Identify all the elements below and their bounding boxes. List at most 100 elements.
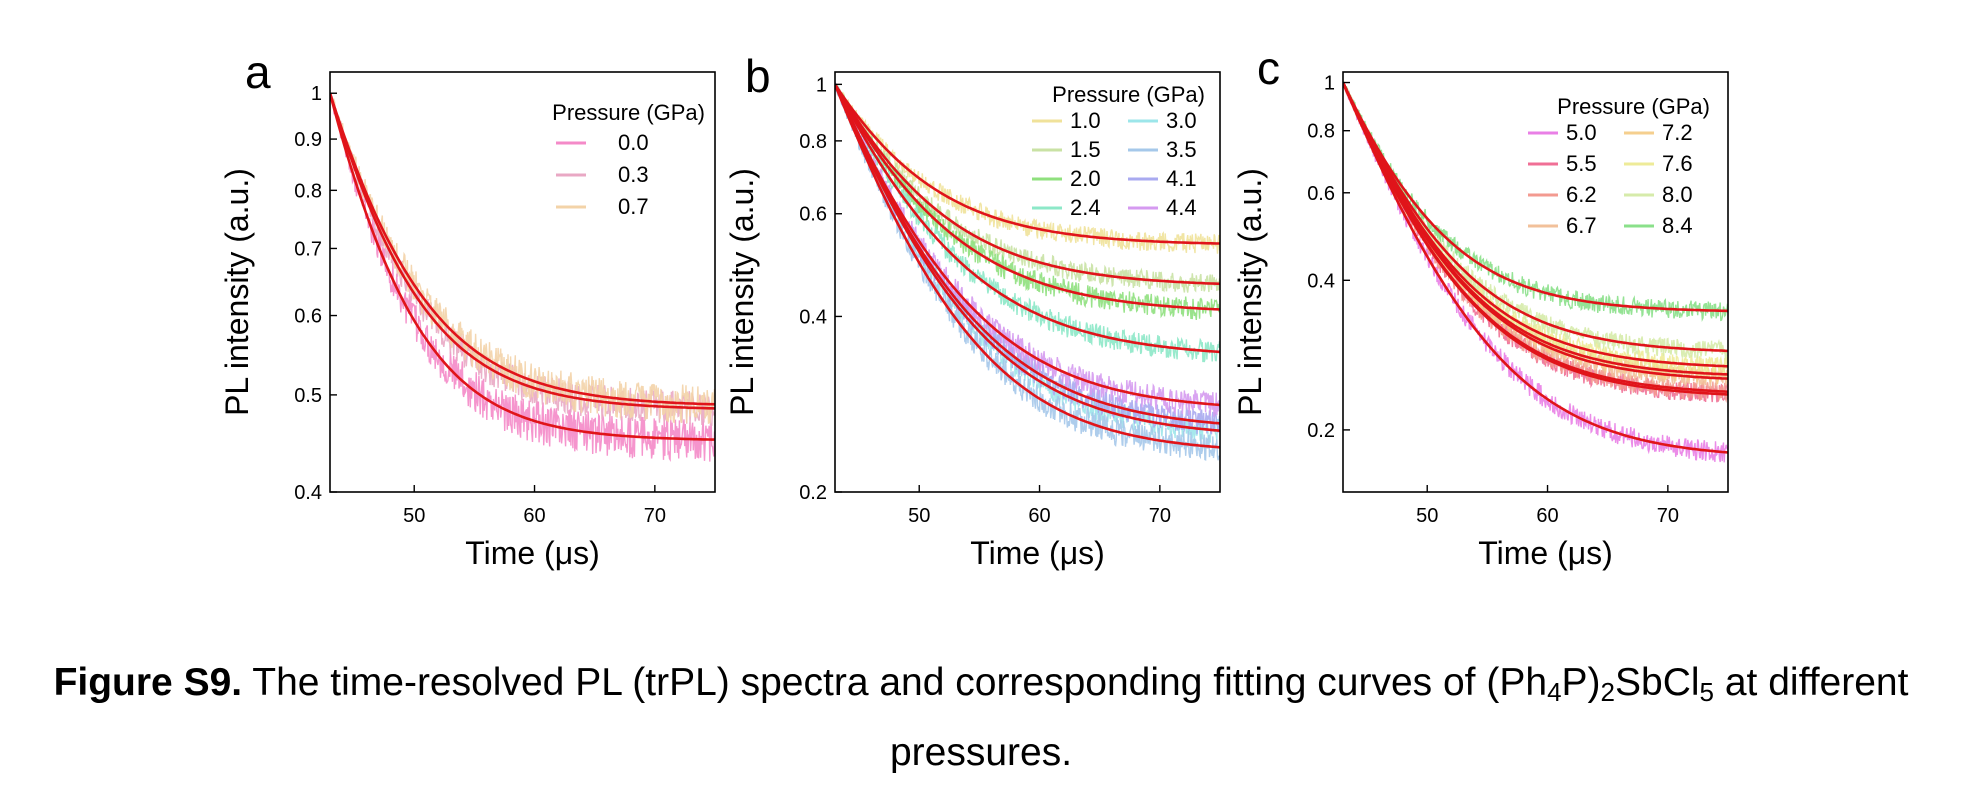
legend-entry-2.0: 2.0 (1070, 166, 1101, 191)
legend-entry-6.2: 6.2 (1566, 182, 1597, 207)
y-tick-label: 0.4 (294, 482, 322, 504)
legend-entry-3.5: 3.5 (1166, 137, 1197, 162)
legend-entry-7.6: 7.6 (1662, 151, 1693, 176)
x-tick-label: 70 (1657, 505, 1679, 527)
fit-curve-c-6.2 (1343, 81, 1728, 393)
caption-sub-1: 4 (1547, 677, 1562, 707)
fit-curve-b-1.5 (835, 83, 1220, 286)
caption-text-4: at different pressures. (889, 661, 1909, 774)
x-tick-label: 50 (908, 505, 930, 527)
legend-entry-0.3: 0.3 (618, 162, 649, 187)
x-tick-label: 60 (523, 505, 545, 527)
data-trace-b-1.5 (835, 84, 1220, 293)
panel-a: a 50 60 70 0.4 0.5 0.6 0.7 0.8 0.9 1 Time (μs) PL in… (219, 46, 716, 571)
legend-entry-8.4: 8.4 (1662, 213, 1693, 238)
x-tick-label: 50 (403, 505, 425, 527)
y-tick-label: 0.4 (799, 306, 827, 328)
fit-curve-b-3.0 (835, 83, 1220, 432)
fit-curve-c-8.4 (1343, 81, 1728, 313)
fit-curve-b-2.0 (835, 83, 1220, 311)
axes-frame-b (834, 71, 1221, 493)
y-tick-label: 0.2 (1307, 420, 1335, 442)
legend-entry-4.1: 4.1 (1166, 166, 1197, 191)
x-axis-label: Time (μs) (465, 535, 600, 571)
fit-curve-a-0.0 (330, 92, 715, 441)
panel-letter-b: b (745, 50, 771, 102)
y-tick-label: 1 (311, 83, 322, 105)
legend-entry-3.0: 3.0 (1166, 108, 1197, 133)
caption-sub-2: 2 (1600, 677, 1615, 707)
caption-text-3: SbCl (1615, 661, 1700, 704)
data-trace-a-0.7 (330, 93, 715, 424)
legend-entry-1.0: 1.0 (1070, 108, 1101, 133)
y-axis-label: PL intensity (a.u.) (219, 168, 255, 416)
y-tick-label: 0.6 (1307, 183, 1335, 205)
figure-s9: a 50 60 70 0.4 0.5 0.6 0.7 0.8 0.9 1 Time (μs) PL in… (219, 42, 1729, 571)
axes-frame-c (1342, 71, 1729, 493)
legend-a: Pressure (GPa) 0.0 0.3 0.7 (552, 100, 705, 219)
x-tick-label: 60 (1028, 505, 1050, 527)
y-tick-label: 0.9 (294, 129, 322, 151)
fit-curve-b-4.4 (835, 83, 1220, 407)
axes-frame-a (329, 71, 716, 493)
panel-letter-c: c (1257, 42, 1280, 94)
legend-entry-0.7: 0.7 (618, 194, 649, 219)
panel-b: b 50 60 70 0.2 0.4 0.6 0.8 1 Time (μs) PL intensit… (724, 50, 1221, 571)
data-trace-b-1.0 (835, 84, 1220, 254)
legend-title: Pressure (GPa) (552, 100, 705, 125)
y-tick-label: 0.2 (799, 482, 827, 504)
caption-label: Figure S9. (53, 661, 243, 704)
fit-curve-b-4.1 (835, 83, 1220, 425)
legend-entry-2.4: 2.4 (1070, 195, 1101, 220)
plot-area-b (835, 81, 1220, 461)
legend-entry-8.0: 8.0 (1662, 182, 1693, 207)
legend-entry-6.7: 6.7 (1566, 213, 1597, 238)
data-trace-b-4.4 (835, 81, 1220, 417)
y-tick-label: 1 (1324, 73, 1335, 95)
y-tick-label: 0.4 (1307, 270, 1335, 292)
x-tick-label: 60 (1536, 505, 1558, 527)
panel-letter-a: a (245, 46, 271, 98)
x-tick-label: 70 (1149, 505, 1171, 527)
x-axis-label: Time (μs) (1478, 535, 1613, 571)
legend-b: Pressure (GPa)1.0 1.5 2.0 2.4 3.0 3.5 4.1 4.4 (1032, 82, 1205, 220)
panel-c: c 50 60 70 0.2 0.4 0.6 0.8 1 Time (μs) PL intensit… (1232, 42, 1729, 571)
fit-curve-c-7.6 (1343, 81, 1728, 368)
legend-entry-7.2: 7.2 (1662, 120, 1693, 145)
y-tick-label: 0.6 (294, 306, 322, 328)
fit-curve-c-5.0 (1343, 81, 1728, 454)
fit-curve-a-0.3 (330, 92, 715, 410)
legend-entry-1.5: 1.5 (1070, 137, 1101, 162)
y-tick-label: 0.8 (799, 131, 827, 153)
fit-curve-b-3.5 (835, 83, 1220, 449)
x-axis-label: Time (μs) (970, 535, 1105, 571)
legend-entry-5.0: 5.0 (1566, 120, 1597, 145)
legend-entry-5.5: 5.5 (1566, 151, 1597, 176)
caption-text-1: The time-resolved PL (trPL) spectra and … (242, 661, 1548, 704)
plot-area-c (1343, 81, 1728, 463)
legend-entry-4.4: 4.4 (1166, 195, 1197, 220)
fit-curve-b-2.4 (835, 83, 1220, 354)
fit-curve-c-8.0 (1343, 81, 1728, 353)
fit-curve-b-1.0 (835, 83, 1220, 245)
y-axis-label: PL intensity (a.u.) (1232, 168, 1268, 416)
legend-title: Pressure (GPa) (1052, 82, 1205, 107)
x-tick-label: 50 (1416, 505, 1438, 527)
legend-title: Pressure (GPa) (1557, 94, 1710, 119)
caption-text-2: P) (1561, 661, 1601, 704)
x-tick-label: 70 (644, 505, 666, 527)
fit-curve-a-0.7 (330, 92, 715, 406)
y-axis-label: PL intensity (a.u.) (724, 168, 760, 416)
legend-c: Pressure (GPa)5.0 5.5 6.2 6.7 7.2 7.6 8.0 8.4 (1528, 94, 1710, 238)
figure-caption: Figure S9. The time-resolved PL (trPL) s… (0, 648, 1962, 788)
y-tick-label: 0.5 (294, 385, 322, 407)
y-tick-label: 0.8 (1307, 121, 1335, 143)
data-trace-b-2.0 (835, 83, 1220, 320)
plot-area-a (330, 92, 715, 463)
caption-sub-3: 5 (1699, 677, 1715, 707)
y-tick-label: 1 (816, 74, 827, 96)
y-tick-label: 0.8 (294, 180, 322, 202)
y-tick-label: 0.7 (294, 238, 322, 260)
y-tick-label: 0.6 (799, 204, 827, 226)
legend-entry-0.0: 0.0 (618, 130, 649, 155)
